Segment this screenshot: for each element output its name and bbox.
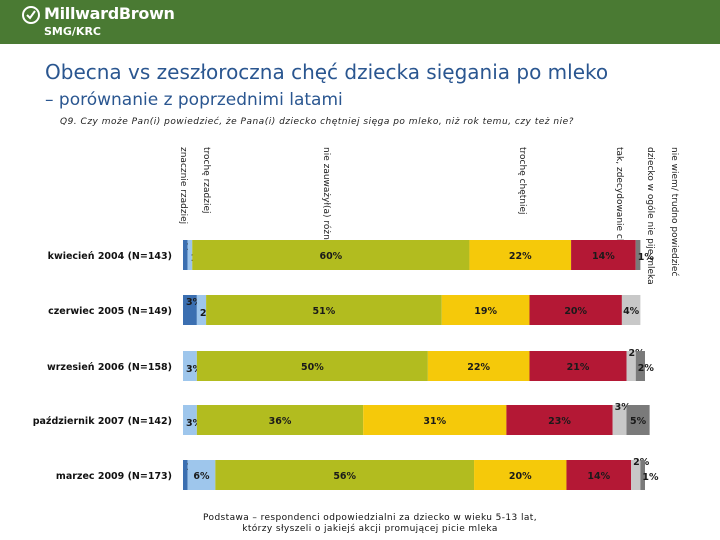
brand-header-bar: MillwardBrown SMG/KRC <box>0 0 720 44</box>
footnote: Podstawa – respondenci odpowiedzialni za… <box>180 513 560 535</box>
bar-segment <box>206 295 442 325</box>
bar-segment <box>215 460 475 490</box>
legend-label-2: nie zauważył(a) różnicy <box>321 147 332 253</box>
bar-segment <box>571 240 636 270</box>
category-label: marzec 2009 (N=173) <box>56 471 172 482</box>
data-label: 20% <box>564 306 587 317</box>
legend-label-0: znacznie rzadziej <box>178 147 188 224</box>
bar-segment <box>183 295 197 325</box>
data-label: 3% <box>186 418 203 429</box>
bar-segment <box>187 460 216 490</box>
category-label: czerwiec 2005 (N=149) <box>48 306 172 317</box>
bar-segment <box>621 295 641 325</box>
data-label: 3% <box>186 297 203 308</box>
bar-segment <box>196 295 207 325</box>
bar-segment <box>506 405 613 435</box>
data-label: 4% <box>623 306 640 317</box>
data-label: 23% <box>548 416 571 427</box>
millward-brown-logo: MillwardBrown SMG/KRC <box>22 2 175 42</box>
category-label: wrzesień 2006 (N=158) <box>47 362 172 373</box>
data-label: 56% <box>333 471 356 482</box>
data-label: 2% <box>638 363 655 374</box>
bar-segment <box>441 295 530 325</box>
bar-segment <box>192 240 470 270</box>
bar-segment <box>640 460 645 490</box>
category-label: kwiecień 2004 (N=143) <box>48 251 172 262</box>
data-label: 1% <box>638 252 655 263</box>
data-label: 22% <box>467 362 490 373</box>
slide-title: Obecna vs zeszłoroczna chęć dziecka sięg… <box>45 60 609 84</box>
brand-sub: SMG/KRC <box>44 25 101 38</box>
bar-segment <box>196 405 364 435</box>
data-label: 5% <box>630 416 647 427</box>
data-label: 14% <box>587 471 610 482</box>
data-label: 31% <box>423 416 446 427</box>
data-label: 14% <box>592 251 615 262</box>
bar-segment <box>196 351 428 381</box>
bar-segment <box>626 405 650 435</box>
data-label: 22% <box>509 251 532 262</box>
category-label: październik 2007 (N=142) <box>33 416 172 427</box>
legend-label-3: trochę chętniej <box>517 147 527 215</box>
data-label: 50% <box>301 362 324 373</box>
data-label: 60% <box>319 251 342 262</box>
bar-segment <box>183 351 197 381</box>
bar-segment <box>612 405 627 435</box>
bar-segment <box>566 460 632 490</box>
data-label: 1% <box>642 472 659 483</box>
brand-mark-icon <box>22 6 40 24</box>
data-label: 3% <box>615 402 632 413</box>
bar-segment <box>529 295 622 325</box>
data-label: 20% <box>509 471 532 482</box>
legend-label-6: nie wiem/ trudno powiedzieć <box>669 147 680 276</box>
bar-segment <box>187 240 193 270</box>
legend-label-1: trochę rzadziej <box>201 147 211 214</box>
brand-name: MillwardBrown <box>44 4 175 23</box>
footnote-line-1: Podstawa – respondenci odpowiedzialni za… <box>203 513 537 523</box>
bar-segment <box>427 351 530 381</box>
bar-segment <box>363 405 507 435</box>
bar-segment <box>183 405 197 435</box>
survey-question: Q9. Czy może Pan(i) powiedzieć, że Pana(… <box>60 117 574 127</box>
bar-segment <box>183 460 188 490</box>
bar-segment <box>626 351 636 381</box>
bar-segment <box>183 240 188 270</box>
data-label: 19% <box>474 306 497 317</box>
bar-segment <box>635 351 645 381</box>
stacked-bar-chart: znacznie rzadziej trochę rzadziej nie zauw… <box>33 147 680 490</box>
data-label: 51% <box>313 306 336 317</box>
data-label: 36% <box>269 416 292 427</box>
bar-segment <box>529 351 627 381</box>
bar-segment <box>469 240 572 270</box>
bar-segment <box>631 460 641 490</box>
footnote-line-2: którzy słyszeli o jakiejś akcji promując… <box>242 524 498 534</box>
data-label: 21% <box>567 362 590 373</box>
bar-segment <box>474 460 567 490</box>
bar-segment <box>635 240 641 270</box>
legend-label-4: tak, zdecydowanie chętniej <box>614 147 624 270</box>
legend-label-5: dziecko w ogóle nie pije mleka <box>645 147 656 285</box>
data-label: 6% <box>193 471 210 482</box>
data-label: 3% <box>186 364 203 375</box>
slide-subtitle: – porównanie z poprzednimi latami <box>45 90 343 110</box>
